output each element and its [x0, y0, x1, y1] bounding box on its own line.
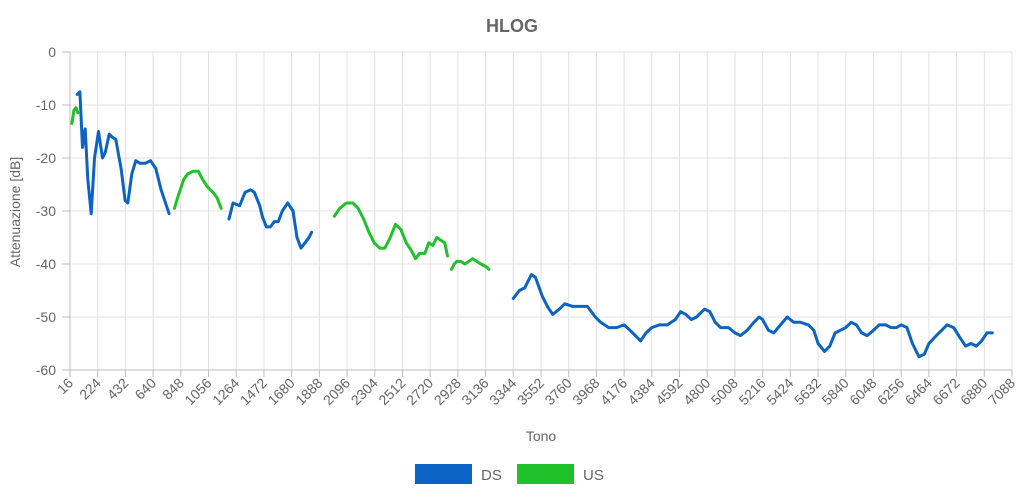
x-tick-label: 3136: [458, 375, 491, 408]
series-us-line: [450, 257, 491, 271]
x-tick-label: 3760: [541, 375, 574, 408]
series-ds-line: [511, 273, 994, 359]
legend-item-ds[interactable]: DS: [415, 464, 502, 484]
series-ds-line: [75, 90, 171, 216]
y-tick-label: -50: [36, 309, 56, 325]
x-tick-label: 6672: [929, 375, 962, 408]
x-tick-label: 1472: [237, 375, 270, 408]
x-axis-ticks: 16 224 432 640 84810561264147216801888209623…: [54, 375, 1018, 408]
x-tick-label: 432: [104, 375, 132, 403]
series-lines: [70, 90, 994, 359]
x-tick-label: 2720: [403, 375, 436, 408]
x-tick-label: 4592: [652, 375, 685, 408]
y-tick-label: -30: [36, 203, 56, 219]
legend-label: US: [583, 467, 604, 484]
x-tick-label: 6256: [874, 375, 907, 408]
x-tick-label: 3968: [569, 375, 602, 408]
x-tick-label: 4176: [597, 375, 630, 408]
x-tick-label: 224: [76, 375, 104, 403]
x-tick-label: 5840: [819, 375, 852, 408]
x-tick-label: 16: [54, 375, 76, 397]
x-tick-label: 2928: [431, 375, 464, 408]
x-tick-label: 5216: [735, 375, 768, 408]
grid: [62, 51, 1013, 377]
legend: DS US: [415, 464, 604, 484]
y-tick-label: -40: [36, 256, 56, 272]
x-tick-label: 5008: [708, 375, 741, 408]
x-tick-label: 2512: [375, 375, 408, 408]
series-us-line: [172, 169, 223, 210]
legend-label: DS: [481, 467, 502, 484]
x-tick-label: 6880: [957, 375, 990, 408]
x-tick-label: 1888: [292, 375, 325, 408]
x-tick-label: 5632: [791, 375, 824, 408]
legend-item-us[interactable]: US: [517, 464, 604, 484]
y-axis-ticks: 0 -10 -20 -30 -40 -50 -60: [36, 44, 56, 378]
chart-title: HLOG: [486, 16, 538, 36]
x-tick-label: 5424: [763, 375, 796, 408]
legend-swatch: [415, 464, 472, 484]
y-tick-label: -10: [36, 97, 56, 113]
x-tick-label: 640: [131, 375, 159, 403]
x-axis-title: Tono: [526, 428, 557, 444]
x-tick-label: 4800: [680, 375, 713, 408]
x-tick-label: 1264: [209, 375, 242, 408]
x-tick-label: 2096: [320, 375, 353, 408]
legend-swatch: [517, 464, 574, 484]
series-us-line: [70, 106, 80, 125]
y-axis-title: Attenuazione [dB]: [7, 157, 23, 268]
x-tick-label: 6048: [846, 375, 879, 408]
y-tick-label: -60: [36, 362, 56, 378]
x-tick-label: 4384: [625, 375, 658, 408]
y-tick-label: -20: [36, 150, 56, 166]
x-tick-label: 1056: [181, 375, 214, 408]
x-tick-label: 2304: [348, 375, 381, 408]
x-tick-label: 7088: [985, 375, 1018, 408]
x-tick-label: 6464: [902, 375, 935, 408]
y-tick-label: 0: [48, 44, 56, 60]
series-ds-line: [227, 188, 314, 250]
x-tick-label: 3552: [514, 375, 547, 408]
x-tick-label: 1680: [264, 375, 297, 408]
x-tick-label: 3344: [486, 375, 519, 408]
series-us-line: [332, 201, 449, 261]
